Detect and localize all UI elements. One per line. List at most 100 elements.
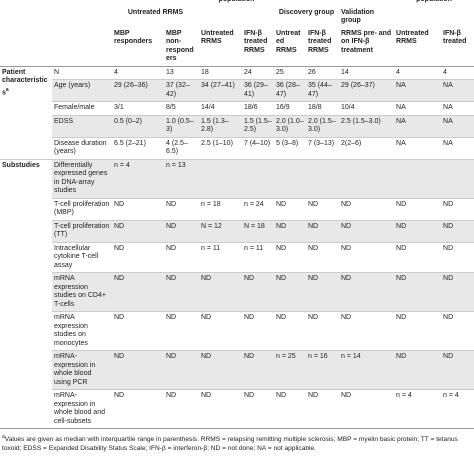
cell: ND (164, 311, 199, 351)
row-label: mRNA expression studies on CD4+ T-cells (52, 272, 112, 312)
cell: 7 (4–10) (242, 136, 274, 159)
footnote-text: Values are given as median with interqua… (2, 436, 458, 453)
column-header: IFN-β treated RRMS (306, 27, 339, 67)
column-header: MBP responders (112, 27, 164, 67)
cell: ND (339, 219, 395, 242)
cell: 36 (29–41) (242, 79, 274, 102)
cell: ND (164, 197, 199, 220)
header-group: Untreated RRMS (127, 8, 184, 16)
row-label: mRNA-expression in whole blood using PCR (52, 350, 112, 390)
column-header: IFN-β treated (441, 27, 474, 67)
cell: ND (164, 241, 199, 273)
cell: ND (199, 311, 242, 351)
cell (339, 158, 395, 198)
cell: ND (394, 219, 442, 242)
cell: ND (394, 350, 442, 390)
cell: 35 (44–47) (306, 79, 339, 102)
cell: NA (394, 101, 442, 115)
cell: ND (339, 241, 395, 273)
cell: ND (441, 272, 474, 312)
header-top: population (199, 0, 274, 7)
cell: 2.0 (1.0–3.0) (274, 114, 306, 137)
cell: ND (441, 241, 474, 273)
table-row: Intracellular cytokine T-cell assay ND ND n… (0, 241, 474, 273)
row-label: Intracellular cytokine T-cell assay (52, 241, 112, 273)
cell: N = 18 (242, 219, 274, 242)
cell (441, 158, 474, 198)
cell: ND (199, 389, 242, 428)
cell: 26 (306, 65, 339, 80)
table-row: mRNA expression studies on CD4+ T-cells N… (0, 272, 474, 312)
header-cell (199, 7, 274, 28)
row-label: Disease duration (years) (52, 136, 112, 159)
cell: 6.5 (2–21) (112, 136, 164, 159)
row-label: EDSS (52, 114, 112, 137)
cell: ND (112, 197, 164, 220)
cell: n = 4 (394, 389, 442, 428)
cell: ND (274, 197, 306, 220)
cell: ND (306, 272, 339, 312)
table-row: T-cell proliferation (TT) ND ND N = 12 N = 1… (0, 219, 474, 242)
cell: ND (274, 219, 306, 242)
header-cell (394, 7, 474, 28)
cell: ND (112, 311, 164, 351)
header-cell (0, 27, 112, 67)
table-row: Patient characteristicsa N 4 13 18 24 25 26 14 4 4 (0, 65, 474, 159)
cell: NA (441, 79, 474, 102)
cell: n = 18 (199, 197, 242, 220)
table-row: mRNA expression studies on monocytes ND ND… (0, 311, 474, 351)
cell: ND (112, 219, 164, 242)
cell: n = 11 (242, 241, 274, 273)
table-row: mRNA-expression in whole blood and cell-… (0, 389, 474, 428)
table-row: mRNA-expression in whole blood using PCR… (0, 350, 474, 390)
cell: ND (339, 197, 395, 220)
row-label: Age (years) (52, 79, 112, 102)
cell: 1.5 (1.5–2.5) (242, 114, 274, 137)
cell: n = 16 (306, 350, 339, 390)
table-row: Female/male 3/1 8/5 14/4 18/6 16/9 18/8 10/4 NA N… (0, 101, 474, 115)
cell: ND (339, 389, 395, 428)
row-label: Female/male (52, 101, 112, 115)
cell: ND (242, 311, 274, 351)
header-row: Untreated RRMS Discovery group Validation … (0, 7, 474, 28)
cell: ND (394, 272, 442, 312)
cell: ND (394, 311, 442, 351)
cell: ND (164, 272, 199, 312)
header-row: population population (0, 0, 474, 7)
column-header: RRMS pre- and on IFN-β treatment (339, 27, 395, 67)
section-mark: a (5, 86, 9, 93)
cell (242, 158, 274, 198)
cell: 29 (26–37) (339, 79, 395, 102)
cell: 0.5 (0–2) (112, 114, 164, 137)
cell: ND (112, 350, 164, 390)
cell: ND (274, 389, 306, 428)
cell: 3/1 (112, 101, 164, 115)
cell: ND (441, 311, 474, 351)
cell: 18/8 (306, 101, 339, 115)
column-header: Untreated RRMS (394, 27, 442, 67)
cell: 14 (339, 65, 395, 80)
header-group: Validation group (341, 8, 375, 25)
cell: 16/9 (274, 101, 306, 115)
cell: NA (394, 114, 442, 137)
cell: ND (242, 389, 274, 428)
cell: 34 (27–41) (199, 79, 242, 102)
cell: NA (441, 114, 474, 137)
cell: n = 4 (441, 389, 474, 428)
cell: 2.5 (1.5–3.0) (339, 114, 395, 137)
section-text: Patient characteristics (2, 68, 48, 96)
table-row: Age (years) 29 (26–36) 37 (32–42) 34 (27–41… (0, 79, 474, 102)
cell: 7 (3–13) (306, 136, 339, 159)
header-row: MBP responders MBP non-responders Untreate… (0, 27, 474, 67)
cell: 4 (394, 65, 442, 80)
cell: 2(2–6) (339, 136, 395, 159)
cell: 4 (112, 65, 164, 80)
cell: ND (242, 272, 274, 312)
cell: ND (112, 389, 164, 428)
section-text: Substudies (2, 161, 40, 169)
cell: ND (441, 197, 474, 220)
cell: ND (394, 197, 442, 220)
cell: 14/4 (199, 101, 242, 115)
table-row: Disease duration (years) 6.5 (2–21) 4 (2.5… (0, 136, 474, 159)
